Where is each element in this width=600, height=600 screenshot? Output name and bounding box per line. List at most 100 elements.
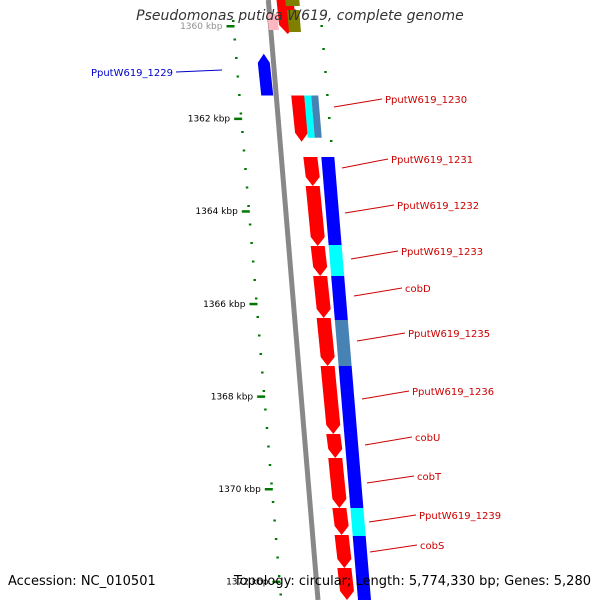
scale-tick bbox=[272, 580, 281, 584]
scale-dot bbox=[274, 538, 278, 540]
gene-block bbox=[267, 14, 279, 30]
scale-dot bbox=[324, 71, 327, 73]
gene-label-pputw619-1230[interactable]: PputW619_1230 bbox=[385, 95, 467, 106]
gene-arrow-pputw619-1229 bbox=[257, 53, 274, 96]
gene-label-pputw619-1236[interactable]: PputW619_1236 bbox=[412, 387, 494, 398]
scale-tick bbox=[264, 488, 273, 491]
scale-tick bbox=[241, 210, 250, 213]
gene-block bbox=[352, 536, 371, 600]
accession-label: Accession: NC_010501 bbox=[8, 574, 156, 589]
leader-line bbox=[344, 204, 395, 214]
leader-line bbox=[368, 514, 417, 523]
genome-backbone bbox=[265, 0, 321, 600]
gene-block bbox=[331, 276, 348, 320]
scale-dot bbox=[328, 117, 331, 119]
scale-dot bbox=[254, 297, 258, 300]
gene-block bbox=[350, 508, 366, 536]
gene-label-cobt[interactable]: cobT bbox=[417, 472, 442, 483]
scale-dot bbox=[239, 112, 243, 115]
gene-arrow-pputw619-1230 bbox=[291, 95, 309, 142]
scale-dot bbox=[244, 168, 247, 170]
scale-dot bbox=[273, 519, 276, 522]
gene-arrow bbox=[328, 458, 347, 508]
gene-labels: PputW619_1229 PputW619_1230 PputW619_1231 P… bbox=[91, 68, 501, 553]
scale-dot bbox=[265, 427, 269, 429]
gene-block bbox=[334, 320, 352, 366]
scale-dot bbox=[251, 260, 255, 263]
gene-arrow bbox=[332, 508, 349, 535]
gene-block bbox=[338, 366, 364, 508]
gene-block-other bbox=[311, 95, 322, 138]
gene-arrow bbox=[316, 318, 335, 366]
scale-tick bbox=[234, 117, 243, 121]
scale-dot bbox=[271, 501, 275, 503]
scale-dot bbox=[256, 316, 259, 318]
gene-block bbox=[285, 0, 300, 6]
scale-tick-label: 1360 kbp bbox=[180, 22, 223, 32]
scale-tick bbox=[226, 25, 235, 28]
scale-tick-label: 1364 kbp bbox=[195, 207, 238, 217]
gene-arrow bbox=[326, 434, 343, 458]
leader-line bbox=[353, 287, 403, 297]
scale-dot bbox=[238, 94, 241, 96]
gene-features bbox=[257, 0, 371, 600]
leader-line bbox=[361, 390, 410, 400]
scale-tick-label: 1366 kbp bbox=[203, 300, 246, 310]
gene-label-cobu[interactable]: cobU bbox=[415, 433, 440, 444]
gene-label-pputw619-1229[interactable]: PputW619_1229 bbox=[91, 68, 173, 79]
scale-tick-label: 1370 kbp bbox=[218, 485, 261, 495]
gene-arrow bbox=[337, 568, 354, 600]
scale-dot bbox=[326, 94, 329, 96]
leader-line bbox=[333, 98, 383, 108]
gene-arrow bbox=[313, 276, 331, 318]
scale-dot bbox=[258, 334, 261, 337]
scale-dot bbox=[270, 482, 273, 485]
gene-block bbox=[287, 10, 301, 32]
scale-dot bbox=[329, 140, 333, 142]
gene-label-pputw619-1235[interactable]: PputW619_1235 bbox=[408, 329, 490, 340]
scale-dot bbox=[235, 57, 238, 59]
scale-dot bbox=[320, 25, 323, 27]
scale-dot bbox=[236, 75, 240, 78]
gene-block-rna bbox=[304, 95, 315, 138]
scale-dot bbox=[245, 186, 249, 189]
scale-tick-label: 1368 kbp bbox=[211, 392, 254, 402]
scale-dot bbox=[262, 390, 266, 392]
leader-line bbox=[341, 158, 389, 169]
scale-dot bbox=[250, 242, 253, 244]
gene-label-pputw619-1232[interactable]: PputW619_1232 bbox=[397, 201, 479, 212]
scale-dot bbox=[241, 131, 244, 133]
scale-dot bbox=[247, 205, 250, 207]
scale-dot bbox=[279, 593, 282, 596]
gene-arrow bbox=[310, 246, 328, 276]
gene-label-pputw619-1239[interactable]: PputW619_1239 bbox=[419, 511, 501, 522]
scale-dot bbox=[261, 371, 264, 374]
leader-line bbox=[369, 544, 418, 553]
gene-label-pputw619-1231[interactable]: PputW619_1231 bbox=[391, 155, 473, 166]
leader-line bbox=[356, 332, 406, 342]
scale-tick-label: 1362 kbp bbox=[188, 115, 231, 125]
gene-arrow bbox=[305, 186, 325, 246]
genome-title: Pseudomonas putida W619, complete genome bbox=[136, 8, 464, 24]
scale-ticks: 1360 kbp 1362 kbp 1364 kbp 1366 kbp 1368 kbp… bbox=[180, 20, 369, 596]
scale-dot bbox=[242, 149, 246, 152]
topology-label: Topology: circular; Length: 5,774,330 bp… bbox=[233, 574, 591, 589]
gene-block bbox=[328, 245, 345, 276]
gene-label-cobs[interactable]: cobS bbox=[420, 541, 444, 552]
scale-dot bbox=[264, 408, 267, 411]
gene-arrow bbox=[303, 157, 320, 186]
gene-label-cobd[interactable]: cobD bbox=[405, 284, 431, 295]
gene-label-pputw619-1233[interactable]: PputW619_1233 bbox=[401, 247, 483, 258]
scale-dot bbox=[259, 353, 263, 355]
leader-line bbox=[350, 250, 399, 260]
scale-dot bbox=[322, 48, 325, 50]
scale-dot bbox=[233, 38, 237, 41]
leader-line bbox=[364, 436, 413, 446]
scale-dot bbox=[267, 445, 270, 448]
gene-block bbox=[321, 157, 342, 245]
scale-tick bbox=[257, 395, 266, 398]
scale-dot bbox=[248, 223, 252, 226]
scale-dot bbox=[253, 279, 256, 281]
scale-tick bbox=[249, 302, 258, 306]
